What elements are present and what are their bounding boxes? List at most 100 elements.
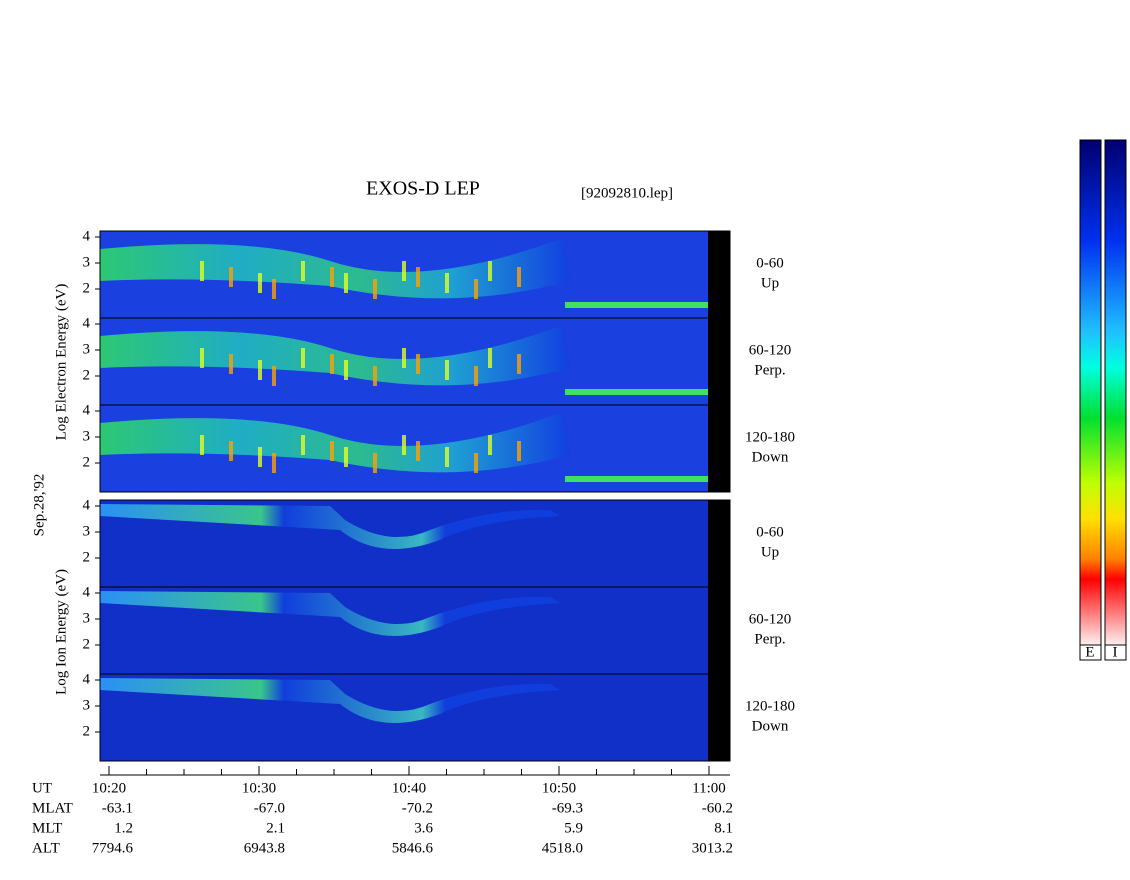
flux-band — [100, 504, 560, 549]
y-tick-label: 4 — [83, 584, 91, 600]
angle-label: 60-120 — [749, 342, 792, 358]
y-tick-label: 4 — [83, 497, 91, 513]
ephemeris-value: -63.1 — [102, 800, 133, 816]
y-tick-label: 4 — [83, 228, 91, 244]
y-tick-label: 3 — [83, 610, 91, 626]
direction-label: Down — [752, 449, 789, 465]
flux-spike — [200, 435, 204, 455]
flux-spike — [344, 273, 348, 293]
flux-spike — [330, 441, 334, 461]
no-data — [708, 674, 730, 761]
flux-spike — [344, 360, 348, 380]
y-tick-label: 4 — [83, 315, 91, 331]
file-name: [92092810.lep] — [581, 185, 673, 201]
flux-spike — [416, 354, 420, 374]
ephemeris-value: 6943.8 — [244, 840, 285, 856]
axis-label: Log Ion Energy (eV) — [53, 569, 69, 695]
flux-spike — [258, 273, 262, 293]
flux-spike — [200, 348, 204, 368]
flux-spike — [488, 261, 492, 281]
flux-spike — [445, 360, 449, 380]
flux-spike — [445, 273, 449, 293]
ephemeris-name: MLAT — [32, 800, 73, 816]
no-data — [708, 587, 730, 674]
ephemeris-value: 3.6 — [414, 820, 433, 836]
no-data — [708, 231, 730, 318]
ephemeris-name: ALT — [32, 840, 60, 856]
flux-spike — [301, 435, 305, 455]
y-tick-label: 3 — [83, 428, 91, 444]
flux-spike — [488, 348, 492, 368]
flux-band — [100, 591, 560, 636]
direction-label: Down — [752, 718, 789, 734]
flux-spike — [258, 360, 262, 380]
ephemeris-value: 4518.0 — [542, 840, 583, 856]
flux-spike — [517, 441, 521, 461]
flux-spike — [301, 348, 305, 368]
direction-label: Perp. — [754, 362, 785, 378]
direction-label: Perp. — [754, 631, 785, 647]
flux-spike — [402, 435, 406, 455]
flux-spike — [330, 354, 334, 374]
y-tick-label: 4 — [83, 671, 91, 687]
color-bar — [1079, 139, 1102, 646]
y-tick-label: 3 — [83, 341, 91, 357]
direction-label: Up — [761, 544, 779, 560]
ephemeris-value: 5846.6 — [392, 840, 434, 856]
ephemeris-value: 7794.6 — [92, 840, 134, 856]
ephemeris-name: MLT — [32, 820, 62, 836]
ephemeris-value: -70.2 — [402, 800, 433, 816]
flux-spike — [474, 279, 478, 299]
y-tick-label: 3 — [83, 254, 91, 270]
time-label: 10:30 — [242, 780, 276, 796]
ephemeris-value: 2.1 — [266, 820, 285, 836]
flux-spike — [402, 261, 406, 281]
y-tick-label: 2 — [83, 280, 91, 296]
flux-band — [565, 389, 708, 395]
flux-spike — [200, 261, 204, 281]
flux-spike — [373, 366, 377, 386]
flux-spike — [272, 279, 276, 299]
ephemeris-value: 1.2 — [114, 820, 133, 836]
y-tick-label: 3 — [83, 523, 91, 539]
time-label: 10:50 — [542, 780, 576, 796]
y-tick-label: 2 — [83, 723, 91, 739]
flux-spike — [474, 453, 478, 473]
flux-spike — [373, 279, 377, 299]
flux-spike — [229, 441, 233, 461]
ephemeris-value: -60.2 — [702, 800, 733, 816]
flux-spike — [373, 453, 377, 473]
flux-spike — [416, 267, 420, 287]
flux-spike — [416, 441, 420, 461]
angle-label: 0-60 — [756, 524, 784, 540]
y-tick-label: 3 — [83, 697, 91, 713]
flux-spike — [488, 435, 492, 455]
direction-label: Up — [761, 275, 779, 291]
ephemeris-value: 8.1 — [714, 820, 733, 836]
title: EXOS-D LEP — [366, 178, 480, 200]
no-data — [708, 318, 730, 405]
date: Sep.28,'92 — [31, 474, 47, 537]
flux-band — [100, 239, 570, 299]
angle-label: 120-180 — [745, 429, 795, 445]
color-bar — [1104, 139, 1127, 646]
ephemeris-name: UT — [32, 780, 52, 796]
flux-spike — [517, 354, 521, 374]
flux-band — [100, 678, 560, 723]
flux-spike — [272, 453, 276, 473]
angle-label: 0-60 — [756, 255, 784, 271]
y-tick-label: 2 — [83, 454, 91, 470]
y-tick-label: 4 — [83, 402, 91, 418]
color-bar-box — [1079, 644, 1102, 661]
ephemeris-value: -67.0 — [254, 800, 285, 816]
y-tick-label: 2 — [83, 549, 91, 565]
angle-label: 60-120 — [749, 611, 792, 627]
flux-spike — [402, 348, 406, 368]
flux-spike — [344, 447, 348, 467]
no-data — [708, 405, 730, 492]
time-label: 10:20 — [92, 780, 126, 796]
time-label: 11:00 — [692, 780, 726, 796]
flux-spike — [272, 366, 276, 386]
flux-spike — [445, 447, 449, 467]
